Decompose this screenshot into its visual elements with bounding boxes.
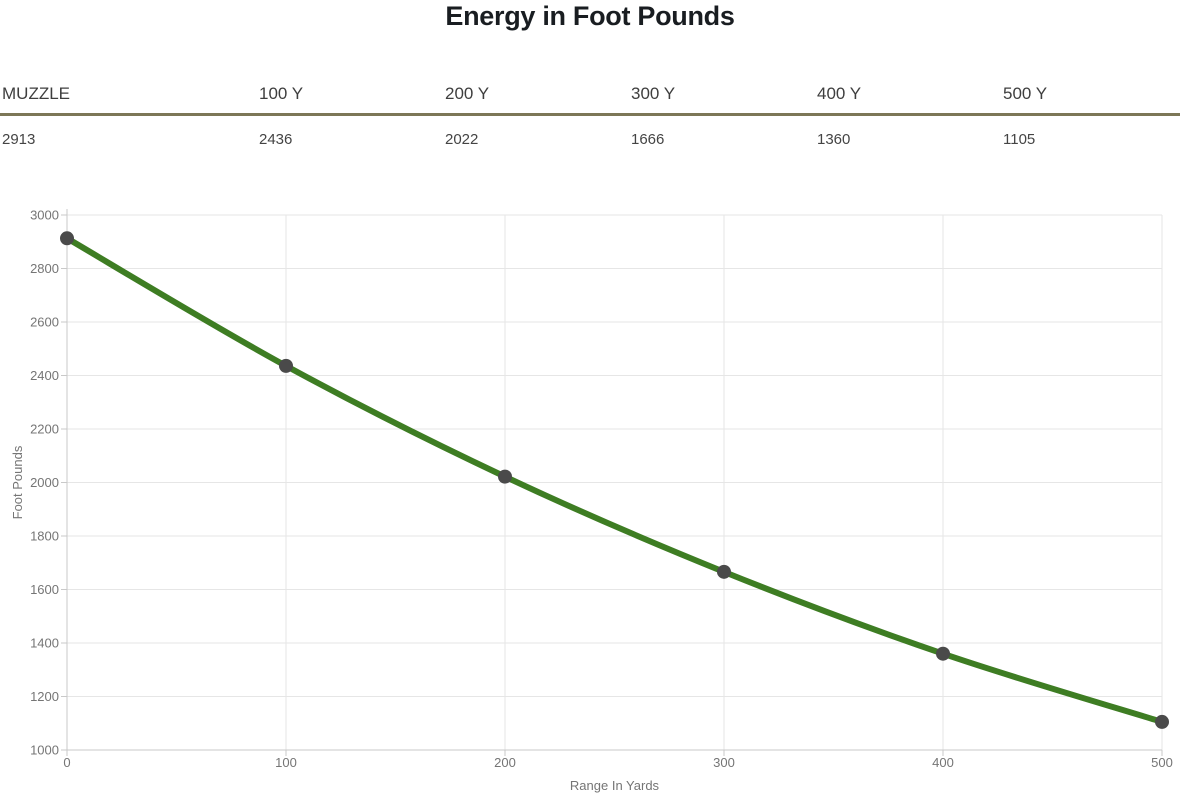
x-tick-label: 400: [932, 755, 954, 770]
y-tick-label: 1600: [30, 582, 59, 597]
data-point-marker: [936, 646, 950, 661]
table-header-cell: 200 Y: [445, 84, 490, 103]
table-value-cell: 1666: [631, 131, 665, 148]
table-value-row: 2913 2436 2022 1666 1360 1105: [0, 116, 1180, 148]
y-tick-label: 3000: [30, 208, 59, 223]
table-value-cell: 2913: [2, 131, 36, 148]
y-axis-title: Foot Pounds: [10, 445, 25, 519]
x-tick-label: 300: [713, 755, 735, 770]
x-tick-label: 500: [1151, 755, 1173, 770]
table-header-cell: MUZZLE: [2, 84, 70, 103]
y-tick-label: 2800: [30, 261, 59, 276]
table-value-cell: 1105: [1003, 131, 1036, 148]
data-point-marker: [1155, 714, 1169, 729]
table-value-cell: 1360: [817, 131, 851, 148]
energy-table: MUZZLE 100 Y 200 Y 300 Y 400 Y 500 Y 2913 2436…: [0, 84, 1180, 148]
table-header-cell: 300 Y: [631, 84, 676, 103]
x-axis-title: Range In Yards: [570, 778, 660, 793]
y-tick-label: 1800: [30, 529, 59, 544]
y-tick-label: 2000: [30, 475, 59, 490]
y-tick-label: 1000: [30, 743, 59, 758]
table-value-cell: 2436: [259, 131, 293, 148]
x-tick-label: 200: [494, 755, 516, 770]
table-header-cell: 400 Y: [817, 84, 862, 103]
table-value-cell: 2022: [445, 131, 479, 148]
table-header-cell: 500 Y: [1003, 84, 1048, 103]
x-tick-label: 100: [275, 755, 297, 770]
y-tick-label: 2600: [30, 315, 59, 330]
energy-line-chart: 0 100 200 300 400 500 1000 1200 1400 1600 1800 2000…: [10, 208, 1173, 794]
data-point-marker: [498, 469, 512, 484]
table-header-row: MUZZLE 100 Y 200 Y 300 Y 400 Y 500 Y: [0, 84, 1180, 113]
y-tick-label: 2400: [30, 368, 59, 383]
table-header-rule: [0, 113, 1180, 116]
y-tick-label: 2200: [30, 422, 59, 437]
data-point-marker: [717, 564, 731, 579]
y-tick-label: 1400: [30, 636, 59, 651]
data-point-marker: [279, 358, 293, 373]
data-point-marker: [60, 231, 74, 246]
y-tick-label: 1200: [30, 689, 59, 704]
energy-series-line: [64, 235, 1165, 725]
x-tick-label: 0: [63, 755, 70, 770]
table-header-cell: 100 Y: [259, 84, 304, 103]
page-title: Energy in Foot Pounds: [445, 1, 735, 31]
